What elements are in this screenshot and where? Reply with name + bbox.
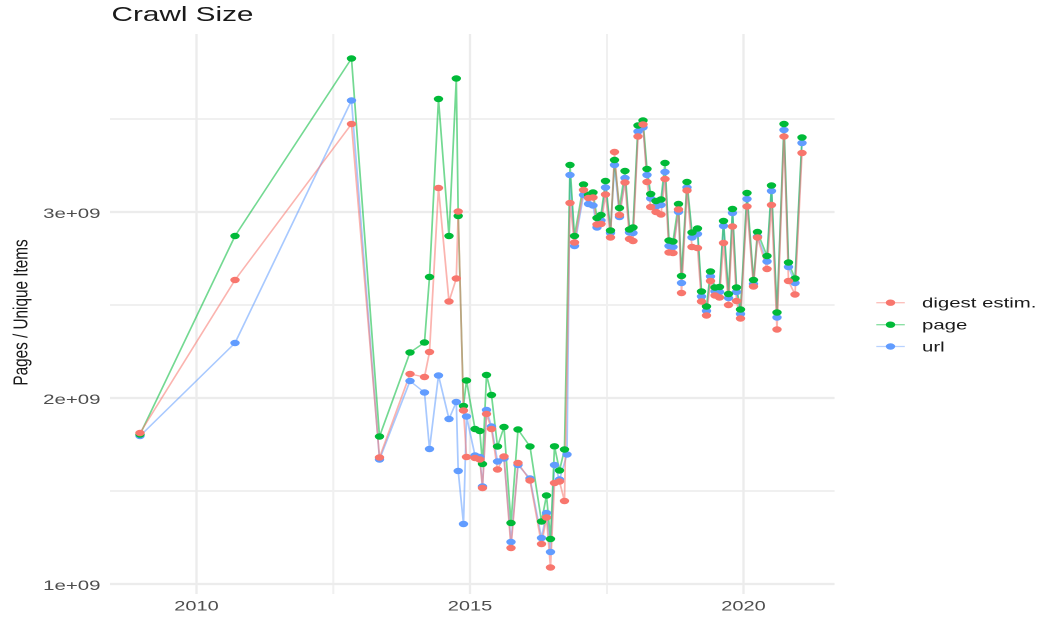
svg-text:2010: 2010 bbox=[174, 598, 219, 614]
svg-text:3e+09: 3e+09 bbox=[43, 205, 100, 221]
svg-text:url: url bbox=[922, 339, 945, 355]
svg-text:1e+09: 1e+09 bbox=[43, 577, 100, 593]
svg-text:digest estim.: digest estim. bbox=[922, 295, 1036, 311]
svg-text:Pages / Unique Items: Pages / Unique Items bbox=[10, 239, 32, 385]
svg-text:Crawl Size: Crawl Size bbox=[112, 4, 254, 26]
svg-text:page: page bbox=[922, 317, 967, 333]
svg-text:2e+09: 2e+09 bbox=[43, 391, 100, 407]
svg-text:2015: 2015 bbox=[448, 598, 493, 614]
svg-text:2020: 2020 bbox=[721, 598, 766, 614]
